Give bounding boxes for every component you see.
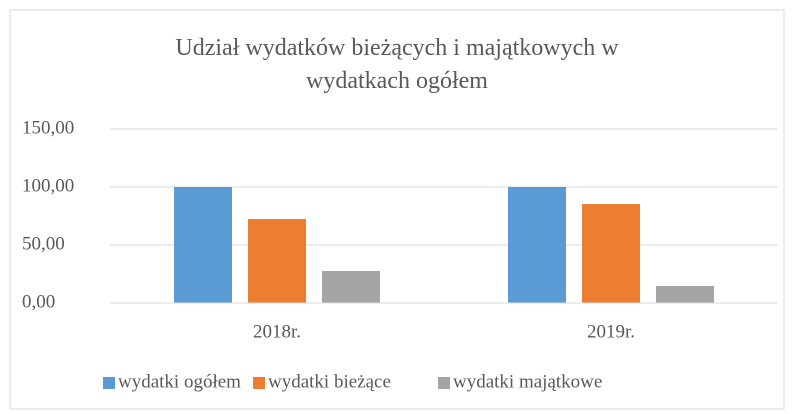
legend-swatch — [253, 377, 265, 389]
y-tick-label: 50,00 — [22, 233, 65, 254]
y-tick-label: 150,00 — [22, 117, 74, 138]
chart-border — [9, 9, 785, 410]
x-tick-label: 2019r. — [587, 321, 635, 342]
bar — [322, 270, 380, 303]
bar — [656, 285, 714, 303]
bar — [508, 187, 566, 303]
bar — [582, 204, 640, 303]
legend-swatch — [438, 377, 450, 389]
chart-title: Udział wydatków bieżących i majątkowych … — [175, 35, 619, 94]
y-tick-label: 100,00 — [22, 175, 74, 196]
legend-swatch — [103, 377, 115, 389]
x-tick-label: 2018r. — [253, 321, 301, 342]
legend-label: wydatki ogółem — [118, 371, 241, 392]
legend-label: wydatki bieżące — [268, 371, 391, 392]
y-tick-label: 0,00 — [22, 291, 55, 312]
bar — [174, 187, 232, 303]
legend-label: wydatki majątkowe — [453, 371, 602, 392]
bar — [248, 219, 306, 303]
